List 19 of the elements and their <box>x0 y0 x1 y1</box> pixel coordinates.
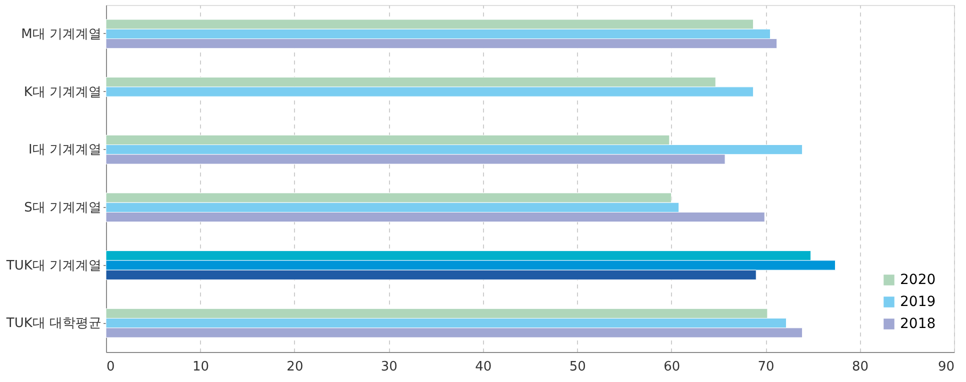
y-tick-label: I대 기계계열 <box>28 142 102 158</box>
y-tick-label: TUK대 기계계열 <box>5 258 102 274</box>
x-tick-label: 50 <box>569 360 586 374</box>
x-tick-label: 0 <box>106 360 115 374</box>
x-tick-label: 20 <box>286 360 304 374</box>
x-tick-label: 10 <box>192 360 209 374</box>
legend-label: 2020 <box>900 272 936 288</box>
x-tick-label: 90 <box>938 360 954 374</box>
legend-label: 2018 <box>900 316 936 332</box>
x-tick-label: 70 <box>758 360 774 374</box>
x-tick-label: 40 <box>475 360 492 374</box>
y-tick-label: TUK대 대학평균 <box>5 316 102 332</box>
y-tick-label: S대 기계계열 <box>24 200 102 216</box>
x-tick-label: 30 <box>380 360 398 374</box>
y-tick-label: M대 기계계열 <box>21 26 102 42</box>
y-tick-label: K대 기계계열 <box>24 84 102 100</box>
x-tick-label: 60 <box>664 360 680 374</box>
x-tick-label: 80 <box>852 360 869 374</box>
legend-label: 2019 <box>900 294 936 310</box>
